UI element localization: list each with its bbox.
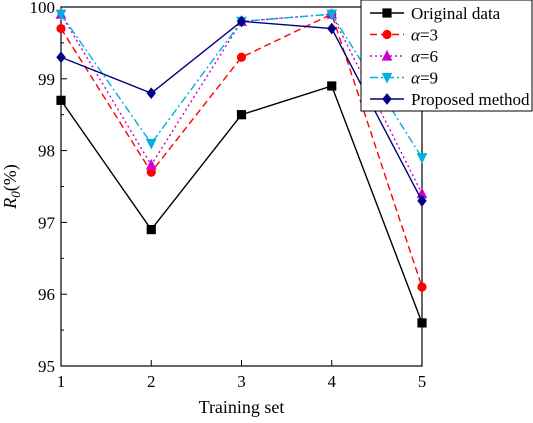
- legend-label-symbol: α: [411, 69, 421, 88]
- y-axis-title-unit: (%): [0, 164, 21, 191]
- y-tick-label: 98: [38, 142, 55, 161]
- data-point: [56, 51, 66, 64]
- data-point: [417, 195, 427, 207]
- y-axis-title-subscript: 0: [8, 191, 23, 198]
- y-tick-label: 99: [38, 70, 55, 89]
- data-point: [146, 224, 156, 235]
- data-point: [236, 110, 247, 120]
- data-point: [327, 22, 337, 35]
- data-point: [236, 52, 247, 62]
- y-tick-label: 96: [38, 285, 55, 304]
- x-tick-label: 5: [418, 372, 427, 391]
- legend-label-symbol: α: [411, 26, 421, 45]
- x-tick-label: 4: [328, 372, 337, 391]
- data-point: [145, 138, 157, 150]
- data-point: [56, 95, 66, 105]
- legend-label: Original data: [411, 4, 501, 23]
- y-tick-label: 97: [38, 213, 56, 232]
- data-point: [145, 158, 157, 170]
- data-point: [56, 23, 66, 34]
- legend-label-text: Proposed method: [411, 90, 530, 109]
- series-group: [56, 81, 427, 328]
- legend-swatch-marker: [381, 72, 393, 84]
- legend-label-text: Original data: [411, 4, 501, 23]
- data-point: [146, 87, 156, 99]
- x-axis-title: Training set: [199, 397, 285, 417]
- legend-swatch-marker: [382, 29, 392, 40]
- legend-label-text: =6: [420, 47, 438, 66]
- legend-swatch-marker: [382, 8, 392, 18]
- data-point: [417, 282, 427, 292]
- data-point: [326, 9, 338, 21]
- legend-label-text: =9: [420, 69, 438, 88]
- x-tick-label: 1: [57, 372, 66, 391]
- y-axis-title: R0(%): [0, 164, 23, 209]
- axis-ticks: 1 2 3 4 5 95 96 97 98 99 100: [30, 0, 427, 391]
- legend-label: α=3: [411, 26, 438, 45]
- legend-label-symbol: α: [411, 47, 421, 66]
- data-point: [55, 9, 67, 21]
- legend-label: Proposed method: [411, 90, 530, 109]
- y-tick-label: 95: [38, 357, 55, 376]
- data-point: [416, 153, 428, 164]
- data-point: [417, 318, 427, 328]
- legend-label: α=6: [411, 47, 438, 66]
- legend-label: α=9: [411, 69, 438, 88]
- legend-label-text: =3: [420, 26, 438, 45]
- y-axis-title-main: R: [0, 198, 20, 210]
- y-tick-label: 100: [30, 0, 56, 17]
- x-tick-label: 3: [237, 372, 246, 391]
- data-point: [236, 15, 247, 28]
- data-point: [327, 81, 337, 91]
- legend-swatch-marker: [382, 93, 392, 105]
- x-tick-label: 2: [147, 372, 156, 391]
- legend-swatch-marker: [381, 49, 393, 61]
